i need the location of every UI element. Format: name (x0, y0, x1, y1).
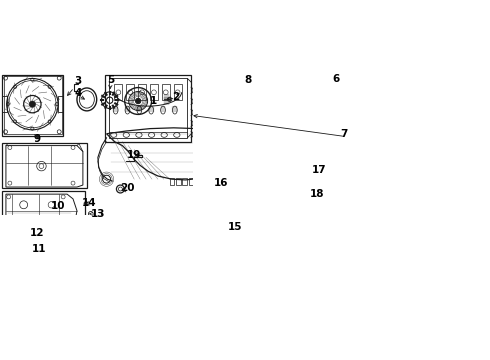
Text: 16: 16 (214, 178, 228, 188)
Text: 15: 15 (227, 221, 242, 231)
Bar (201, 187, 237, 215)
Bar (162, 84, 170, 100)
Text: 9: 9 (33, 134, 40, 144)
Bar (2, 143, 87, 188)
Bar (104, 75, 192, 141)
Text: 20: 20 (120, 183, 135, 193)
Text: 12: 12 (29, 228, 44, 238)
Text: 2: 2 (172, 92, 179, 102)
Text: 4: 4 (74, 88, 82, 98)
Bar (173, 84, 182, 100)
Bar (138, 84, 146, 100)
Text: 3: 3 (74, 76, 82, 86)
Bar (126, 84, 134, 100)
Bar (233, 165, 308, 240)
Bar (2, 75, 63, 136)
Bar (189, 178, 194, 185)
Bar (170, 178, 174, 185)
Circle shape (136, 99, 141, 103)
Bar (176, 178, 181, 185)
Text: 18: 18 (310, 189, 324, 199)
Text: 11: 11 (32, 244, 47, 255)
Bar (150, 84, 158, 100)
Bar (3, 76, 62, 134)
Text: 1: 1 (150, 96, 158, 107)
Bar (115, 84, 122, 100)
Text: 19: 19 (127, 150, 142, 160)
Text: 7: 7 (341, 129, 348, 139)
Text: 6: 6 (333, 74, 340, 84)
Bar (182, 178, 187, 185)
Text: 10: 10 (51, 201, 66, 211)
Text: 17: 17 (312, 166, 326, 175)
Bar (2, 191, 85, 237)
Text: 13: 13 (91, 209, 105, 219)
Bar (219, 195, 231, 209)
Circle shape (29, 101, 35, 107)
Text: 8: 8 (244, 75, 251, 85)
Text: 5: 5 (107, 76, 114, 85)
Text: 14: 14 (81, 198, 96, 208)
